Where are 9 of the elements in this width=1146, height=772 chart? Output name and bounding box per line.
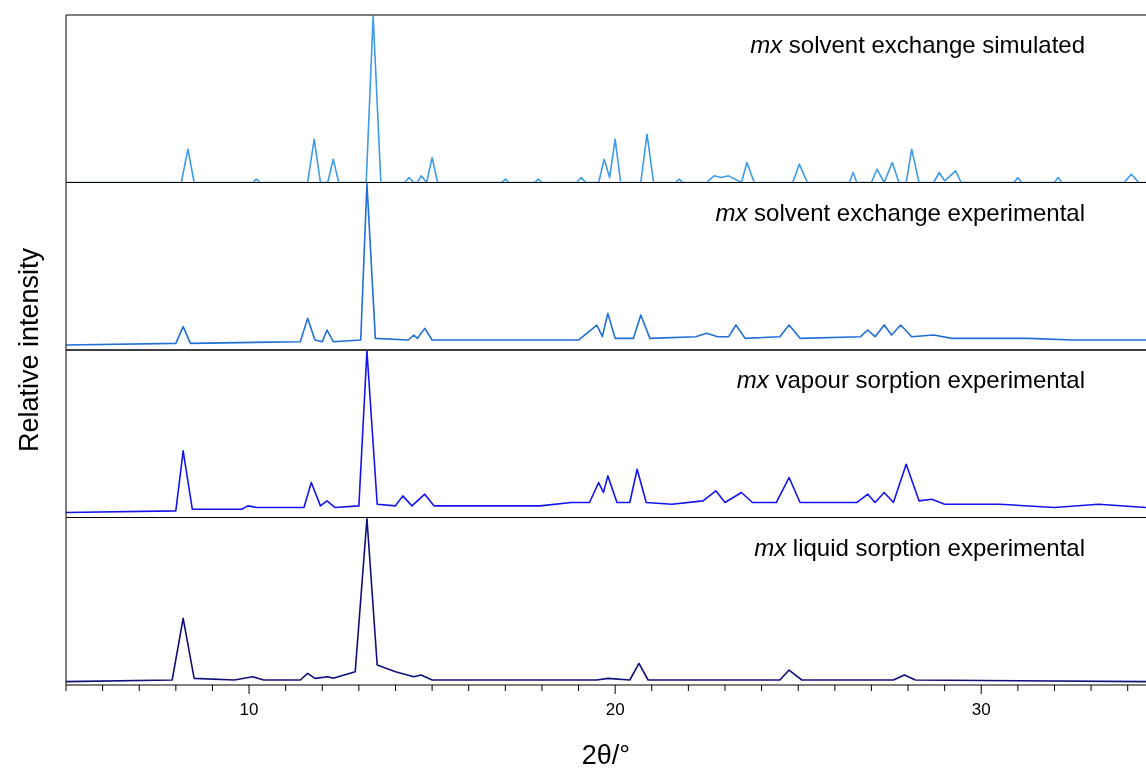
x-axis-title: 2θ/° bbox=[581, 740, 631, 770]
text: mx liquid sorption experimental bbox=[754, 533, 1085, 561]
x-tick-label: 10 bbox=[239, 700, 259, 719]
text: mx vapour sorption experimental bbox=[736, 366, 1085, 393]
y-axis-title: Relative intensity bbox=[14, 247, 44, 453]
text: mx solvent exchange experimental bbox=[715, 198, 1085, 226]
x-tick-label: 30 bbox=[971, 700, 991, 719]
x-tick-label: 20 bbox=[605, 700, 625, 719]
text: mx solvent exchange simulated bbox=[750, 31, 1085, 58]
